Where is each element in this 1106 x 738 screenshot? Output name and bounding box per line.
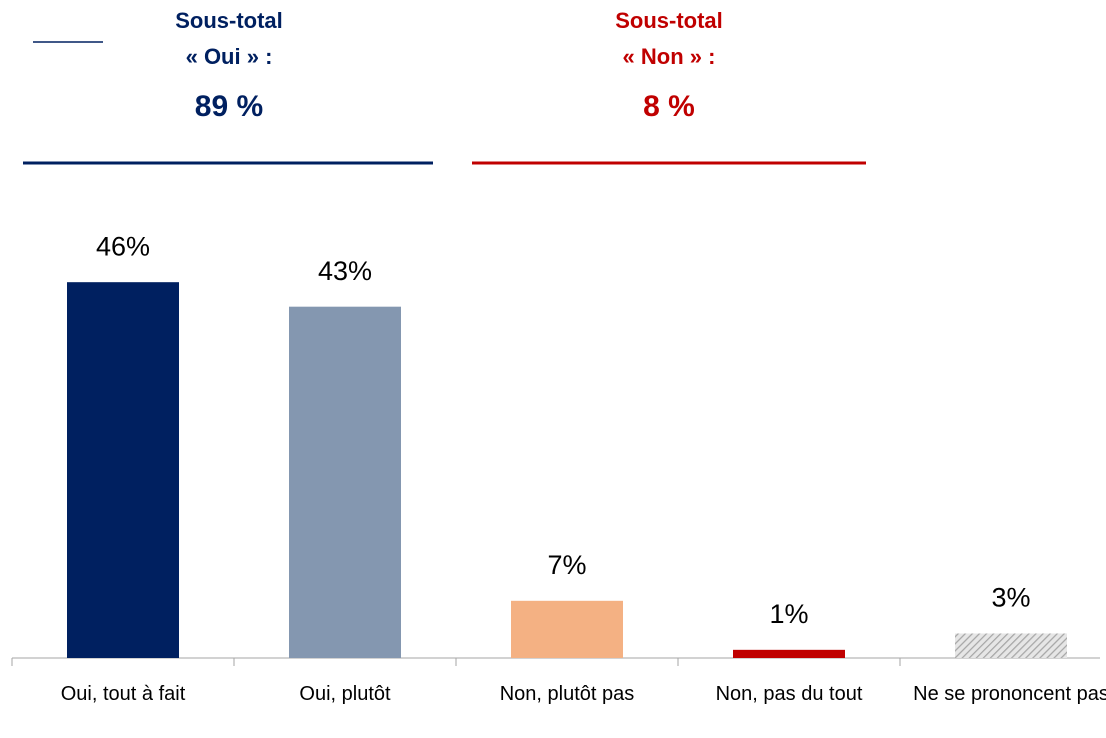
x-tick-label: Non, pas du tout [715,683,863,705]
value-label: 46% [96,231,150,261]
value-label: 1% [769,599,808,629]
value-label: 43% [318,256,372,286]
annotation-text: Sous-total [175,8,283,33]
x-tick-label: Oui, tout à fait [60,683,186,705]
bar [955,633,1067,658]
bar [67,282,179,658]
annotation-text: 8 % [643,90,695,123]
annotation-text: « Oui » : [186,44,273,69]
bar [733,649,845,658]
x-tick-label: Non, plutôt pas [499,683,635,705]
value-label: 3% [991,583,1030,613]
value-label: 7% [547,550,586,580]
bar [511,600,623,658]
x-tick-label: Oui, plutôt [299,683,391,705]
annotation-text: « Non » : [623,44,716,69]
annotation-text: Sous-total [615,8,723,33]
bar [289,306,401,658]
x-tick-label: Ne se prononcent pas [913,683,1106,705]
annotation-text: 89 % [195,90,263,123]
